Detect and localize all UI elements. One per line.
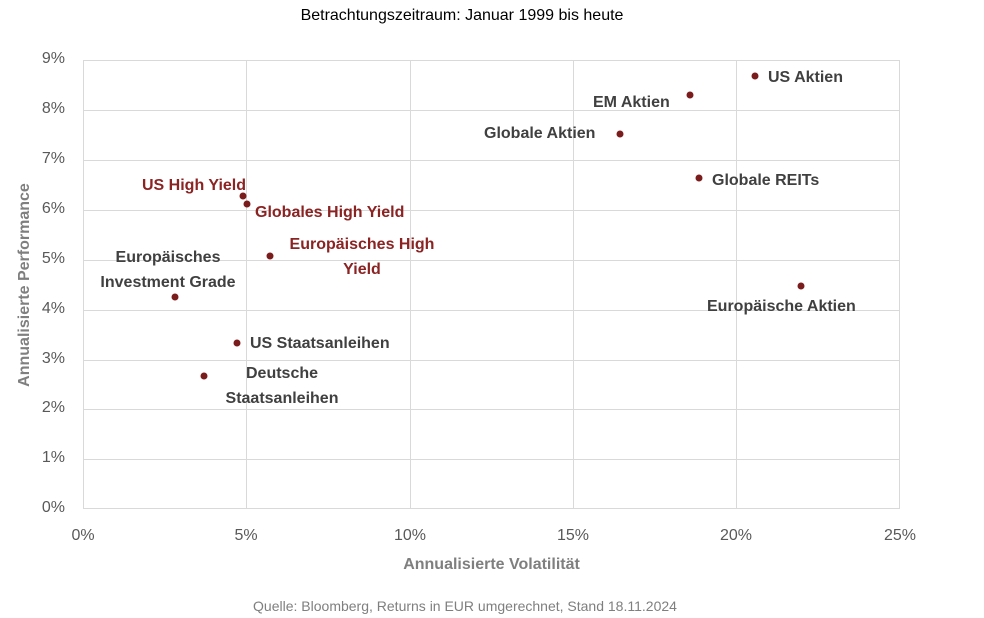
data-point-us-aktien [751,72,759,80]
plot-area [83,60,900,509]
y-tick: 2% [41,399,65,416]
gridline [83,310,900,311]
label-us-staatsanleihen: US Staatsanleihen [250,335,390,352]
label-deutsche-staatsanleihen: Deutsche Staatsanleihen [212,361,352,411]
y-tick: 3% [41,350,65,367]
x-tick: 20% [719,527,753,544]
data-point-europaeische-aktien [797,282,805,290]
gridline [83,459,900,460]
y-axis-title: Annualisierte Performance [16,183,33,387]
data-point-globales-high-yield [243,200,251,208]
source-note: Quelle: Bloomberg, Returns in EUR umgere… [253,598,677,614]
x-tick: 15% [556,527,590,544]
gridline [410,60,411,509]
y-tick: 4% [41,300,65,317]
label-europaeisches-investment-grade: Europäisches Investment Grade [88,245,248,295]
label-us-high-yield: US High Yield [142,177,247,194]
gridline [246,60,247,509]
data-point-europaeisches-investment-grade [171,293,179,301]
x-tick: 25% [883,527,917,544]
label-line: Deutsche [245,365,319,382]
data-point-em-aktien [686,91,694,99]
data-point-europaeisches-high-yield [266,252,274,260]
y-tick: 5% [41,250,65,267]
gridline [83,210,900,211]
y-tick: 0% [41,499,65,516]
label-globales-high-yield: Globales High Yield [255,204,405,221]
label-globale-reits: Globale REITs [712,172,820,189]
gridline [83,260,900,261]
x-axis-title: Annualisierte Volatilität [403,556,580,573]
label-line: Yield [343,261,381,278]
label-em-aktien: EM Aktien [593,94,670,111]
y-tick: 1% [41,449,65,466]
label-line: Europäisches High [289,236,435,253]
label-europaeische-aktien: Europäische Aktien [707,298,856,315]
y-tick: 9% [41,50,65,67]
gridline [573,60,574,509]
data-point-us-staatsanleihen [233,339,241,347]
label-line: Staatsanleihen [225,390,339,407]
x-tick: 5% [234,527,258,544]
label-line: Investment Grade [100,274,236,291]
label-europaeisches-high-yield: Europäisches High Yield [282,232,442,282]
data-point-deutsche-staatsanleihen [200,372,208,380]
gridline [83,110,900,111]
chart-title: Betrachtungszeitraum: Januar 1999 bis he… [300,7,624,24]
y-tick: 7% [41,150,65,167]
label-line: Europäisches [115,249,221,266]
data-point-us-high-yield [239,192,247,200]
data-point-globale-reits [695,174,703,182]
label-us-aktien: US Aktien [768,69,843,86]
x-tick: 0% [71,527,95,544]
gridline [83,160,900,161]
gridline [83,409,900,410]
data-point-globale-aktien [616,130,624,138]
y-tick: 6% [41,200,65,217]
gridline [736,60,737,509]
x-tick: 10% [393,527,427,544]
y-tick: 8% [41,100,65,117]
label-globale-aktien: Globale Aktien [484,125,596,142]
gridline [83,360,900,361]
